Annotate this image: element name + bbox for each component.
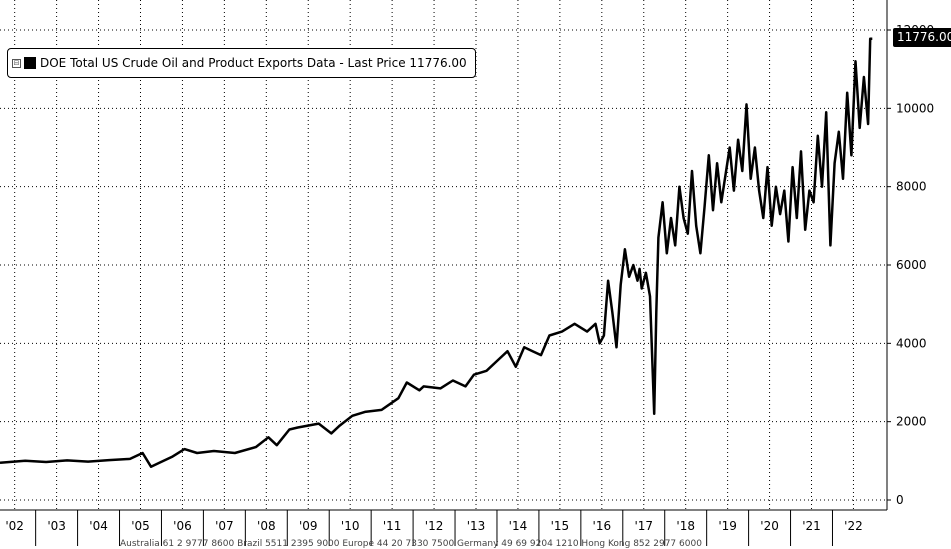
y-tick-label: 10000 [896,101,934,115]
x-tick-label: '17 [634,519,653,533]
y-tick-label: 6000 [896,258,927,272]
legend-collapse-icon[interactable]: ⊟ [12,58,21,68]
series-line-exports [0,37,873,468]
x-tick-label: '09 [299,519,318,533]
x-tick-label: '05 [131,519,150,533]
x-tick-label: '20 [760,519,779,533]
x-tick-label: '19 [718,519,737,533]
x-tick-label: '18 [676,519,695,533]
y-tick-label: 8000 [896,180,927,194]
x-tick-label: '10 [341,519,360,533]
last-price-tag: 11776.00 [893,28,951,47]
x-tick-label: '15 [551,519,570,533]
x-tick-label: '02 [5,519,24,533]
y-tick-label: 0 [896,493,904,507]
legend-swatch [24,57,36,69]
y-tick-label: 4000 [896,336,927,350]
x-tick-label: '16 [593,519,612,533]
legend[interactable]: ⊟ DOE Total US Crude Oil and Product Exp… [7,48,476,78]
x-tick-label: '08 [257,519,276,533]
x-tick-label: '04 [89,519,108,533]
x-tick-label: '14 [509,519,528,533]
x-tick-label: '06 [173,519,192,533]
y-tick-label: 2000 [896,415,927,429]
footer-contacts: Australia 61 2 9777 8600 Brazil 5511 239… [120,539,702,549]
x-tick-label: '21 [802,519,821,533]
x-tick-label: '22 [844,519,863,533]
x-axis-ticks: '02 '03 '04 '05 '06 '07 '08 '09 '10 '11 '12 '13 '14 '… [5,510,863,546]
y-axis-ticks: 020004000600080001000012000 [887,23,934,507]
x-tick-label: '07 [215,519,234,533]
x-tick-label: '12 [425,519,444,533]
x-tick-label: '03 [47,519,66,533]
x-tick-label: '13 [467,519,486,533]
x-tick-label: '11 [383,519,402,533]
legend-label: DOE Total US Crude Oil and Product Expor… [40,56,467,70]
